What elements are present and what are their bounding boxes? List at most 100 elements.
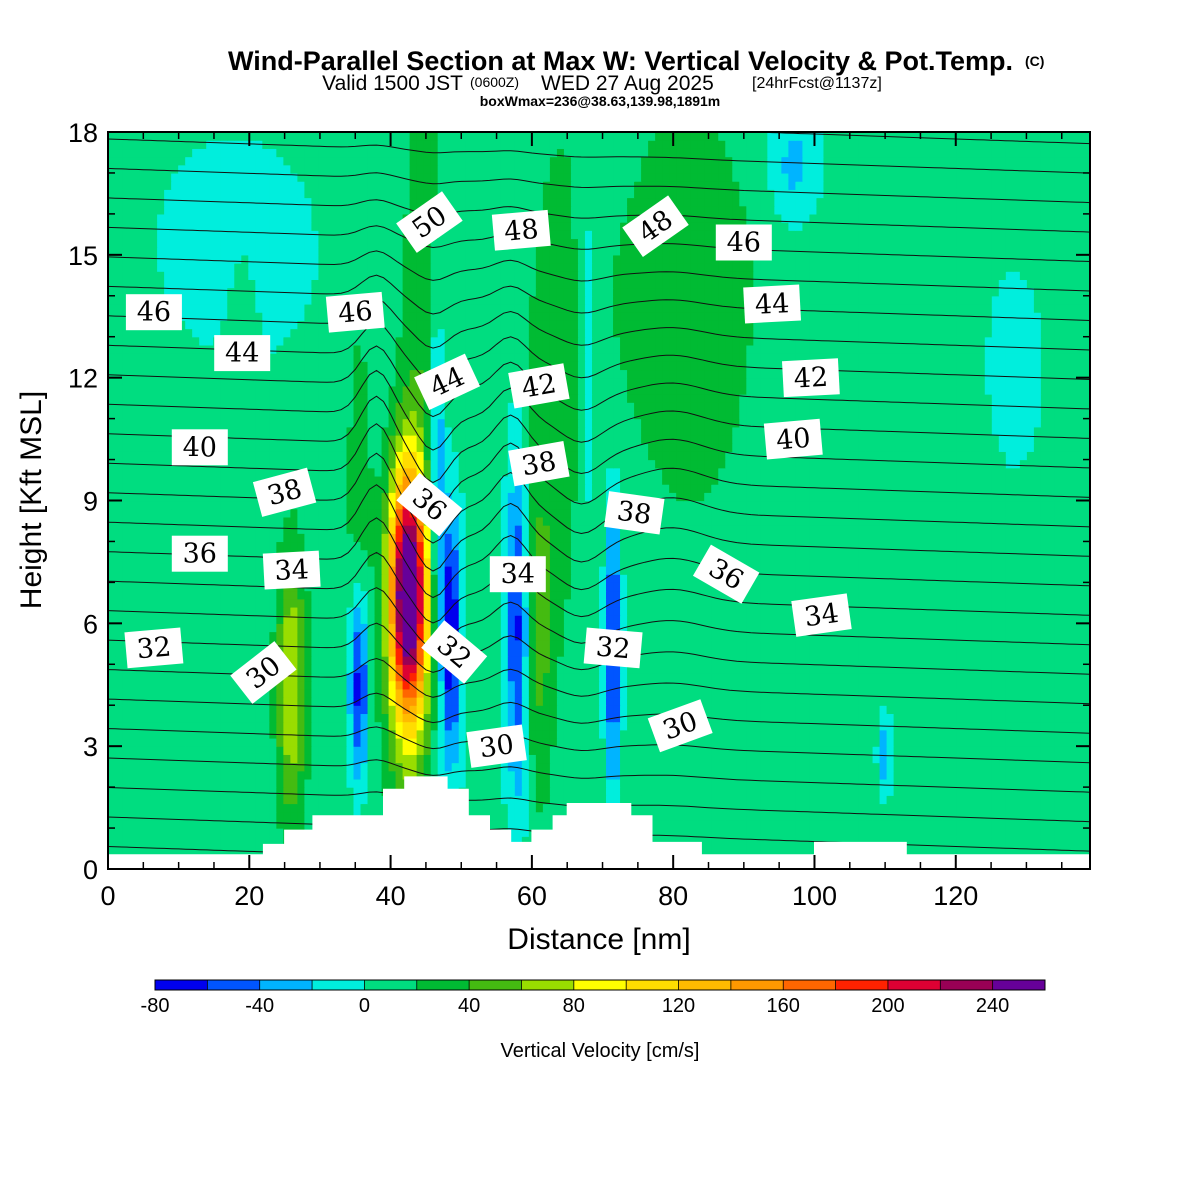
velocity-cell (690, 623, 698, 633)
velocity-cell (858, 639, 867, 649)
velocity-cell (1082, 672, 1090, 682)
velocity-cell (746, 721, 754, 731)
velocity-cell (339, 688, 348, 698)
velocity-cell (879, 762, 888, 772)
velocity-cell (648, 631, 656, 641)
velocity-cell (998, 647, 1007, 657)
velocity-cell (227, 656, 235, 665)
velocity-cell (914, 787, 923, 796)
velocity-cell (150, 598, 158, 608)
velocity-cell (514, 664, 523, 674)
velocity-cell (577, 778, 586, 788)
velocity-cell (739, 713, 747, 723)
velocity-cell (353, 754, 362, 764)
velocity-cell (367, 787, 376, 796)
velocity-cell (921, 778, 930, 788)
velocity-cell (900, 795, 909, 805)
velocity-cell (802, 639, 811, 649)
velocity-cell (367, 795, 376, 805)
velocity-cell (1040, 803, 1049, 813)
velocity-cell (970, 721, 979, 731)
velocity-cell (311, 598, 320, 608)
velocity-cell (795, 819, 804, 829)
velocity-cell (556, 664, 565, 674)
velocity-cell (900, 811, 909, 821)
velocity-cell (774, 811, 782, 821)
velocity-cell (332, 688, 341, 698)
velocity-cell (1033, 656, 1042, 665)
velocity-cell (676, 770, 684, 780)
velocity-cell (956, 828, 965, 837)
velocity-cell (115, 615, 123, 624)
velocity-cell (346, 639, 355, 649)
velocity-cell (374, 598, 383, 608)
velocity-cell (416, 721, 425, 731)
velocity-cell (753, 631, 761, 641)
velocity-cell (697, 795, 705, 805)
velocity-cell (935, 639, 944, 649)
velocity-cell (353, 778, 362, 788)
velocity-cell (549, 590, 558, 600)
velocity-cell (900, 664, 909, 674)
velocity-cell (549, 705, 558, 715)
velocity-cell (227, 721, 235, 731)
velocity-cell (255, 770, 263, 780)
velocity-cell (977, 778, 986, 788)
velocity-cell (1068, 656, 1077, 665)
velocity-cell (893, 803, 902, 813)
velocity-cell (725, 606, 733, 616)
velocity-cell (157, 705, 165, 715)
velocity-cell (283, 615, 291, 624)
velocity-cell (1075, 713, 1084, 723)
velocity-cell (809, 647, 818, 657)
velocity-cell (584, 697, 593, 706)
velocity-cell (269, 811, 277, 821)
velocity-cell (423, 623, 432, 633)
velocity-cell (676, 606, 684, 616)
velocity-cell (269, 836, 277, 846)
velocity-cell (395, 615, 404, 624)
velocity-cell (507, 803, 516, 813)
velocity-cell (262, 721, 270, 731)
velocity-cell (774, 680, 782, 690)
velocity-cell (297, 811, 305, 821)
velocity-cell (767, 615, 775, 624)
velocity-cell (367, 754, 376, 764)
velocity-cell (451, 721, 460, 731)
velocity-cell (690, 836, 698, 846)
velocity-cell (886, 697, 895, 706)
velocity-cell (171, 688, 179, 698)
velocity-cell (192, 836, 200, 846)
velocity-cell (220, 688, 228, 698)
velocity-cell (788, 828, 796, 837)
velocity-cell (732, 754, 740, 764)
velocity-cell (1054, 754, 1063, 764)
velocity-cell (1082, 590, 1090, 600)
velocity-cell (108, 721, 116, 731)
velocity-cell (563, 795, 572, 805)
velocity-cell (493, 819, 502, 829)
velocity-cell (311, 705, 320, 715)
velocity-cell (437, 688, 446, 698)
velocity-cell (942, 680, 951, 690)
velocity-cell (928, 582, 937, 592)
velocity-cell (255, 631, 263, 641)
velocity-cell (781, 680, 789, 690)
velocity-cell (858, 615, 867, 624)
velocity-cell (711, 705, 719, 715)
valid-time-prefix: Valid 1500 JST (322, 72, 463, 95)
velocity-cell (1068, 598, 1077, 608)
velocity-cell (276, 697, 284, 706)
velocity-cell (942, 819, 951, 829)
velocity-cell (963, 647, 972, 657)
velocity-cell (535, 656, 544, 665)
velocity-cell (676, 688, 684, 698)
velocity-cell (556, 721, 565, 731)
velocity-cell (816, 647, 825, 657)
velocity-cell (479, 803, 488, 813)
velocity-cell (234, 778, 242, 788)
velocity-cell (381, 574, 390, 583)
velocity-cell (1047, 688, 1056, 698)
velocity-cell (949, 828, 958, 837)
velocity-cell (465, 688, 474, 698)
